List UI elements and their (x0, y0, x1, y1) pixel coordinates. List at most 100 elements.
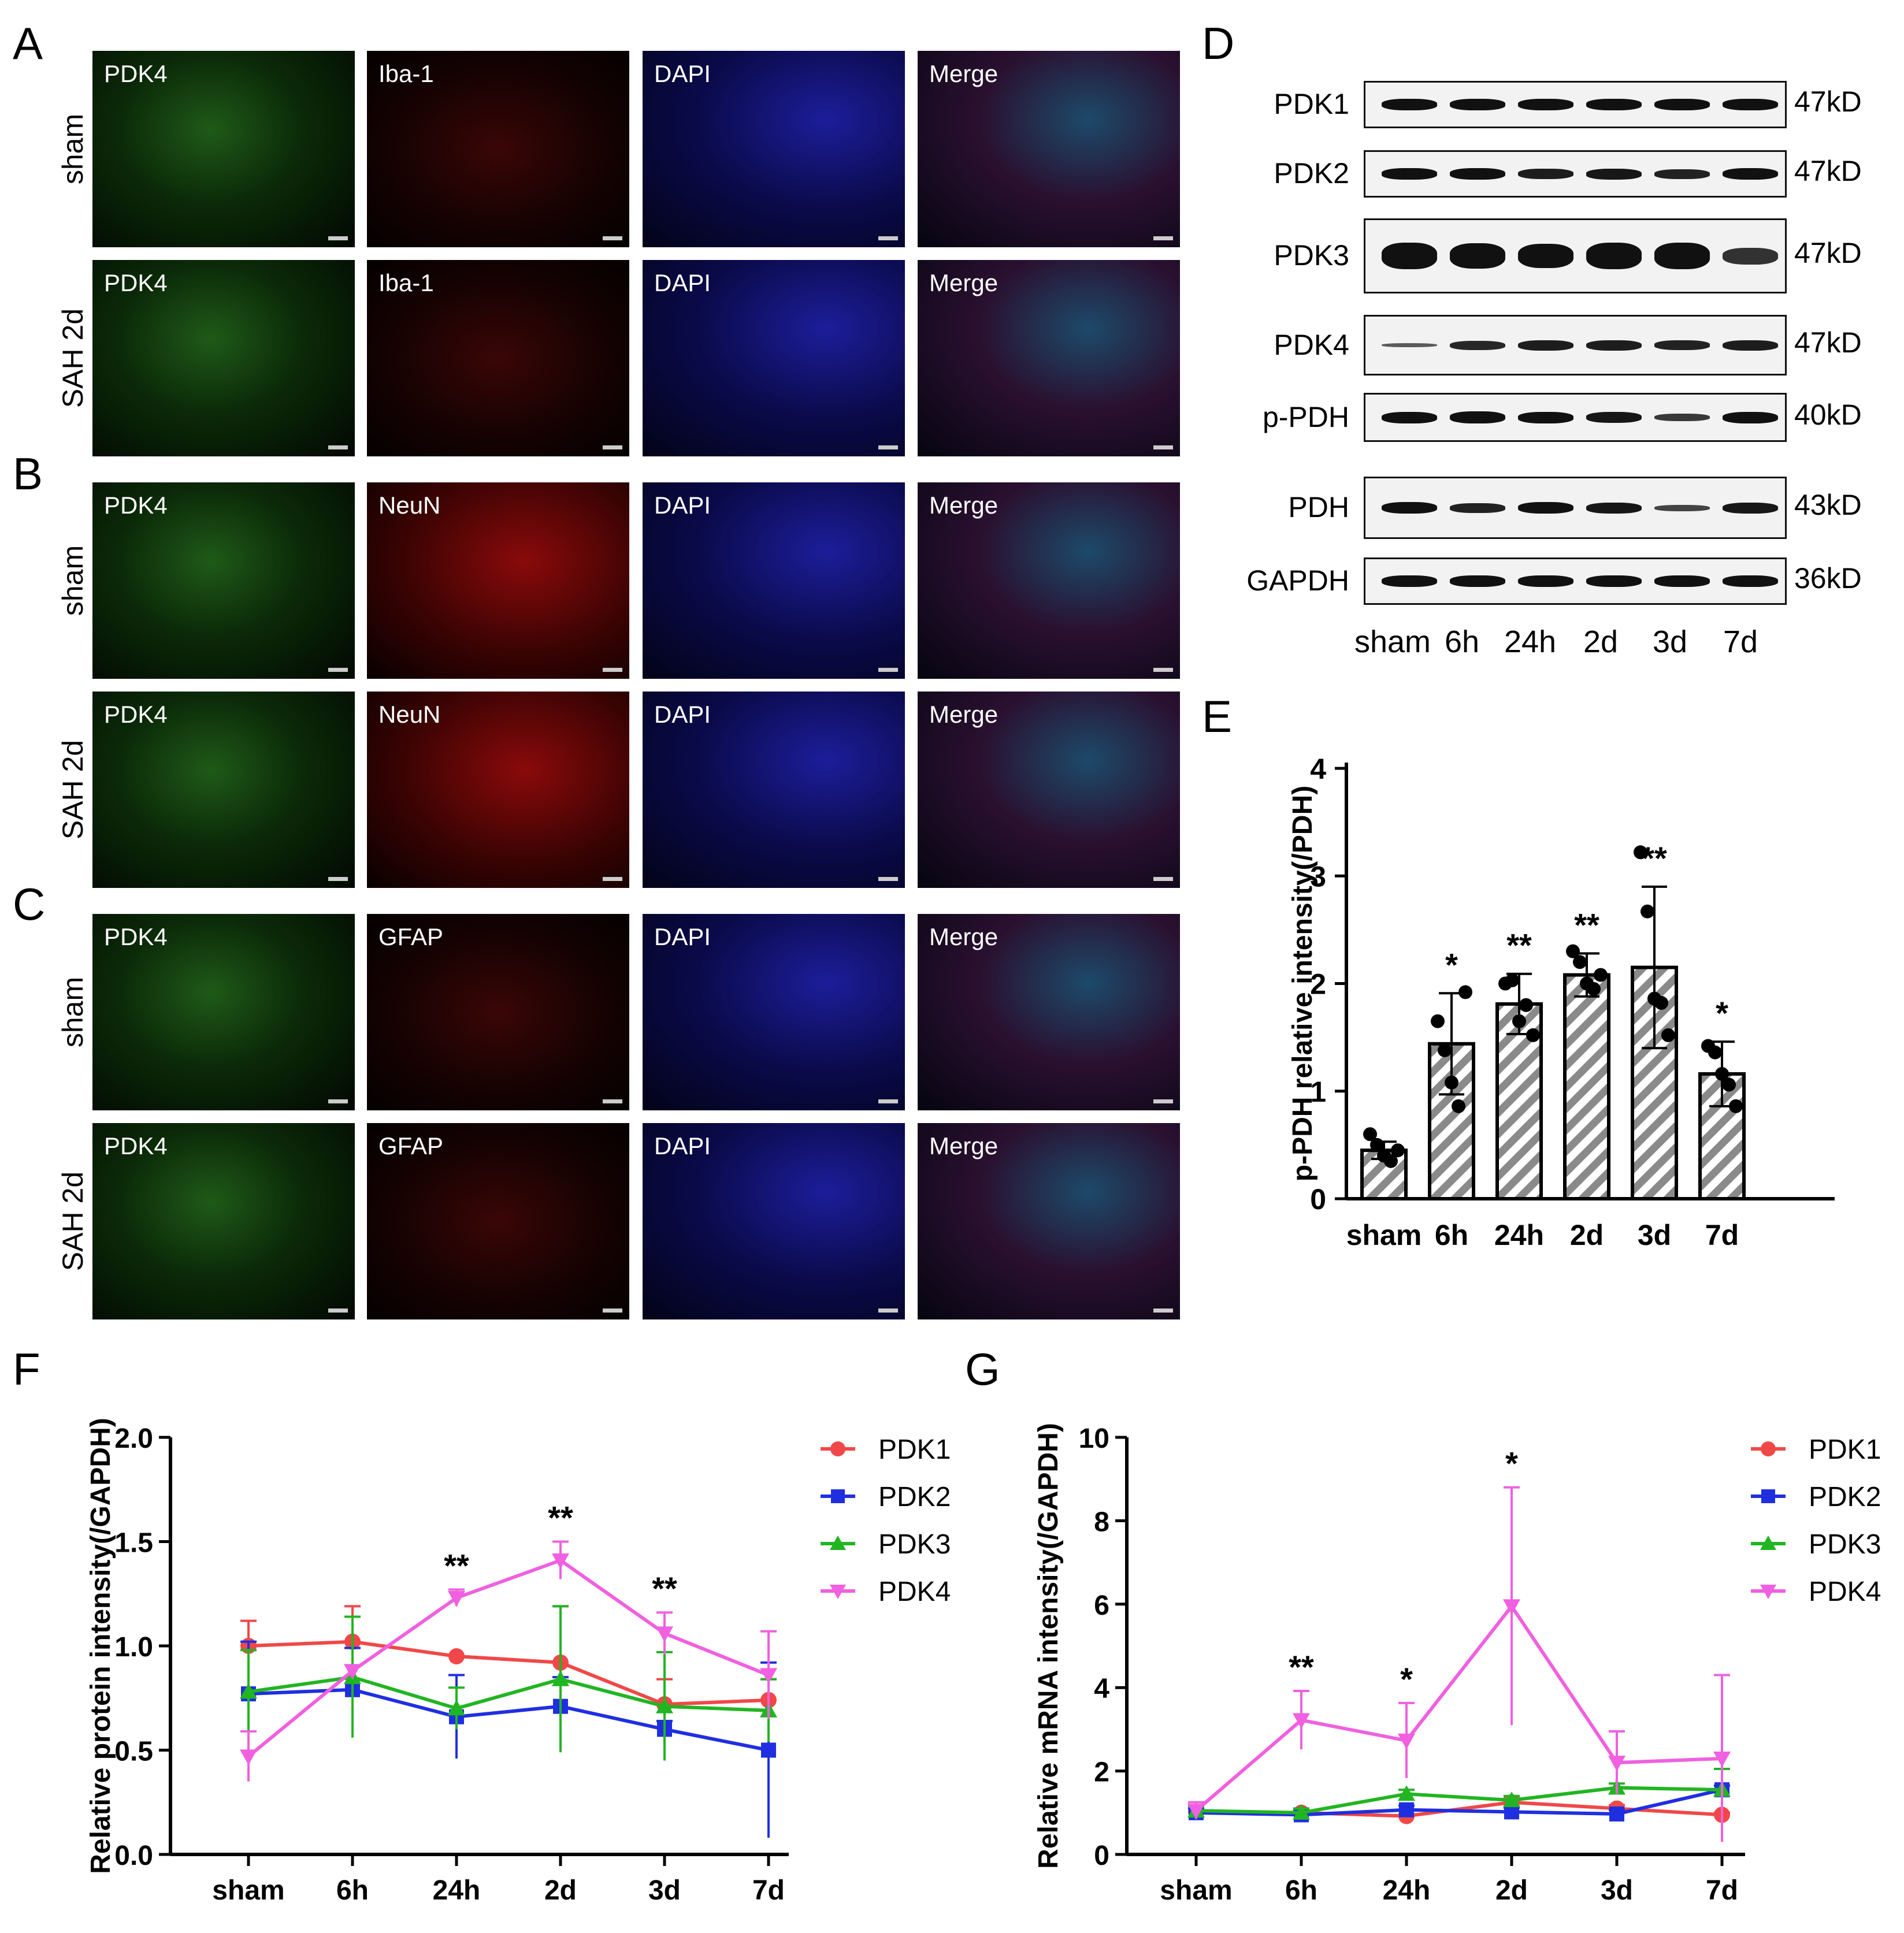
scale-bar (328, 877, 348, 881)
blot-band (1723, 411, 1778, 423)
if-channel-label: NeuN (378, 492, 441, 519)
blot-band (1723, 575, 1778, 587)
data-point (1391, 1143, 1405, 1158)
blot-band (1450, 168, 1505, 180)
blot-band (1450, 243, 1505, 269)
blot-band (1586, 575, 1642, 587)
blot-band (1654, 340, 1710, 350)
y-tick-label: 2 (1094, 1757, 1109, 1788)
series-line (1196, 1786, 1723, 1815)
if-channel-label: Merge (929, 701, 999, 728)
series-line (1195, 1603, 1723, 1812)
y-tick-label: 8 (1094, 1507, 1109, 1537)
if-channel-label: PDK4 (104, 923, 168, 950)
blot-size-label: 47kD (1794, 326, 1862, 359)
if-channel-label: Iba-1 (378, 269, 434, 296)
blot-band (1518, 502, 1573, 514)
data-point (1370, 1138, 1384, 1152)
data-point (1641, 904, 1654, 919)
significance-marker: ** (548, 1500, 573, 1536)
legend-marker (831, 1489, 845, 1503)
if-channel-label: Merge (929, 492, 999, 519)
blot-protein-label: PDK1 (1274, 88, 1349, 120)
data-point (1398, 1785, 1415, 1801)
legend-label: PDK4 (878, 1577, 951, 1607)
blot-band (1654, 504, 1710, 511)
x-tick-label: 2d (544, 1875, 577, 1906)
scale-bar (603, 668, 622, 672)
y-axis-label: Relative protein intensity(/GAPDH) (86, 1418, 116, 1873)
blot-band (1586, 99, 1642, 110)
data-point (1458, 985, 1472, 999)
if-channel-label: PDK4 (104, 1132, 168, 1159)
blot-band (1654, 99, 1710, 110)
blot-band (1723, 247, 1778, 265)
blot-lane-label: 24h (1504, 624, 1557, 659)
y-tick-label: 1 (1310, 1076, 1326, 1108)
y-tick-label: 0 (1094, 1841, 1109, 1871)
data-point (448, 1648, 465, 1665)
blot-band (1450, 340, 1505, 350)
scale-bar (1153, 445, 1173, 449)
if-channel-label: DAPI (654, 923, 711, 950)
data-point (1573, 955, 1587, 969)
data-point (1503, 1791, 1520, 1808)
data-point (1634, 845, 1647, 860)
blot-band (1518, 99, 1573, 110)
y-tick-label: 1.5 (114, 1528, 153, 1559)
blot-band (1382, 411, 1437, 423)
blot-band (1382, 168, 1437, 180)
y-tick-label: 1.0 (114, 1632, 153, 1663)
data-point (1293, 1804, 1310, 1820)
significance-marker: ** (444, 1548, 469, 1584)
scale-bar (878, 668, 898, 672)
blot-band (1382, 99, 1437, 110)
if-channel-label: DAPI (654, 701, 711, 728)
if-image: NeuN (367, 482, 629, 679)
y-tick-label: 2 (1310, 968, 1326, 1001)
blot-strip (1364, 150, 1787, 198)
y-tick-label: 4 (1310, 753, 1326, 785)
legend-label: PDK2 (878, 1482, 951, 1512)
data-point (1608, 1756, 1625, 1772)
if-image: PDK4 (92, 260, 355, 456)
if-channel-label: Merge (929, 923, 999, 950)
series-line (248, 1640, 769, 1707)
series-line (248, 1687, 769, 1752)
if-channel-label: Merge (929, 60, 999, 87)
legend-marker (830, 1536, 846, 1550)
significance-marker: * (1445, 946, 1458, 983)
blot-strip (1364, 81, 1787, 128)
panel-label-b: B (13, 448, 43, 499)
if-image: DAPI (643, 51, 905, 247)
significance-marker: * (1400, 1661, 1413, 1697)
data-point (1722, 1077, 1736, 1092)
blot-band (1518, 169, 1573, 179)
if-channel-label: PDK4 (104, 269, 168, 296)
blot-protein-label: PDK3 (1274, 239, 1349, 272)
legend-marker (830, 1441, 845, 1456)
x-tick-label: 7d (752, 1875, 785, 1906)
blot-band (1586, 340, 1642, 351)
data-point (656, 1626, 673, 1642)
data-point (1452, 1099, 1465, 1113)
panel-label-e: E (1202, 691, 1233, 742)
legend-label: PDK4 (1809, 1577, 1881, 1607)
blot-size-label: 47kD (1794, 155, 1862, 187)
data-point (1594, 968, 1608, 982)
blot-band (1518, 575, 1573, 587)
data-point (1431, 1014, 1445, 1028)
x-tick-label: sham (1346, 1219, 1422, 1251)
bar (1563, 973, 1610, 1200)
if-channel-label: DAPI (654, 1132, 711, 1159)
series-line (248, 1675, 769, 1712)
x-tick-label: sham (212, 1875, 284, 1906)
data-point (552, 1553, 569, 1569)
legend-marker (1760, 1585, 1776, 1599)
x-tick-label: 6h (1435, 1219, 1468, 1251)
if-channel-label: PDK4 (104, 60, 168, 87)
blot-size-label: 47kD (1794, 86, 1862, 118)
data-point (552, 1670, 569, 1686)
scale-bar (878, 236, 898, 240)
